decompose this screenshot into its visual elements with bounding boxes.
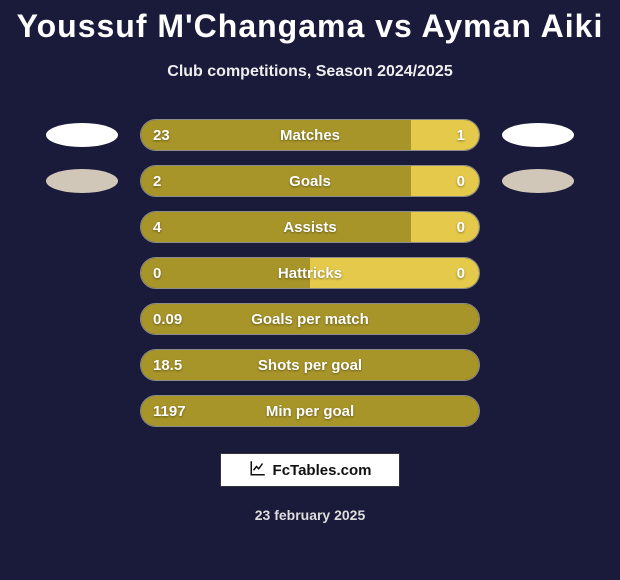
stat-label: Matches: [141, 120, 479, 150]
stat-label: Goals: [141, 166, 479, 196]
stat-bar: 18.5Shots per goal: [140, 349, 480, 381]
stat-label: Hattricks: [141, 258, 479, 288]
player-right-marker: [502, 353, 574, 377]
stat-bar: 20Goals: [140, 165, 480, 197]
branding-badge: FcTables.com: [220, 453, 400, 487]
stat-bar: 0.09Goals per match: [140, 303, 480, 335]
player-left-marker: [46, 169, 118, 193]
page-title: Youssuf M'Changama vs Ayman Aiki: [0, 0, 620, 45]
stat-label: Shots per goal: [141, 350, 479, 380]
stat-row: 00Hattricks: [0, 257, 620, 289]
stat-label: Assists: [141, 212, 479, 242]
stats-container: 231Matches 20Goals 40Assists 00Hattricks 0.0…: [0, 119, 620, 427]
player-left-marker: [46, 399, 118, 423]
player-right-marker: [502, 261, 574, 285]
player-right-marker: [502, 215, 574, 239]
stat-label: Min per goal: [141, 396, 479, 426]
player-left-marker: [46, 123, 118, 147]
stat-row: 1197Min per goal: [0, 395, 620, 427]
stat-bar: 40Assists: [140, 211, 480, 243]
stat-bar: 1197Min per goal: [140, 395, 480, 427]
branding-text: FcTables.com: [273, 462, 372, 479]
player-left-marker: [46, 307, 118, 331]
stat-row: 231Matches: [0, 119, 620, 151]
stat-label: Goals per match: [141, 304, 479, 334]
stat-row: 0.09Goals per match: [0, 303, 620, 335]
subtitle: Club competitions, Season 2024/2025: [0, 63, 620, 81]
player-left-marker: [46, 215, 118, 239]
stat-row: 40Assists: [0, 211, 620, 243]
player-right-marker: [502, 123, 574, 147]
player-left-marker: [46, 261, 118, 285]
stat-row: 18.5Shots per goal: [0, 349, 620, 381]
player-right-marker: [502, 399, 574, 423]
player-right-marker: [502, 169, 574, 193]
date: 23 february 2025: [0, 507, 620, 523]
chart-icon: [249, 459, 267, 481]
stat-bar: 231Matches: [140, 119, 480, 151]
stat-bar: 00Hattricks: [140, 257, 480, 289]
player-left-marker: [46, 353, 118, 377]
stat-row: 20Goals: [0, 165, 620, 197]
player-right-marker: [502, 307, 574, 331]
